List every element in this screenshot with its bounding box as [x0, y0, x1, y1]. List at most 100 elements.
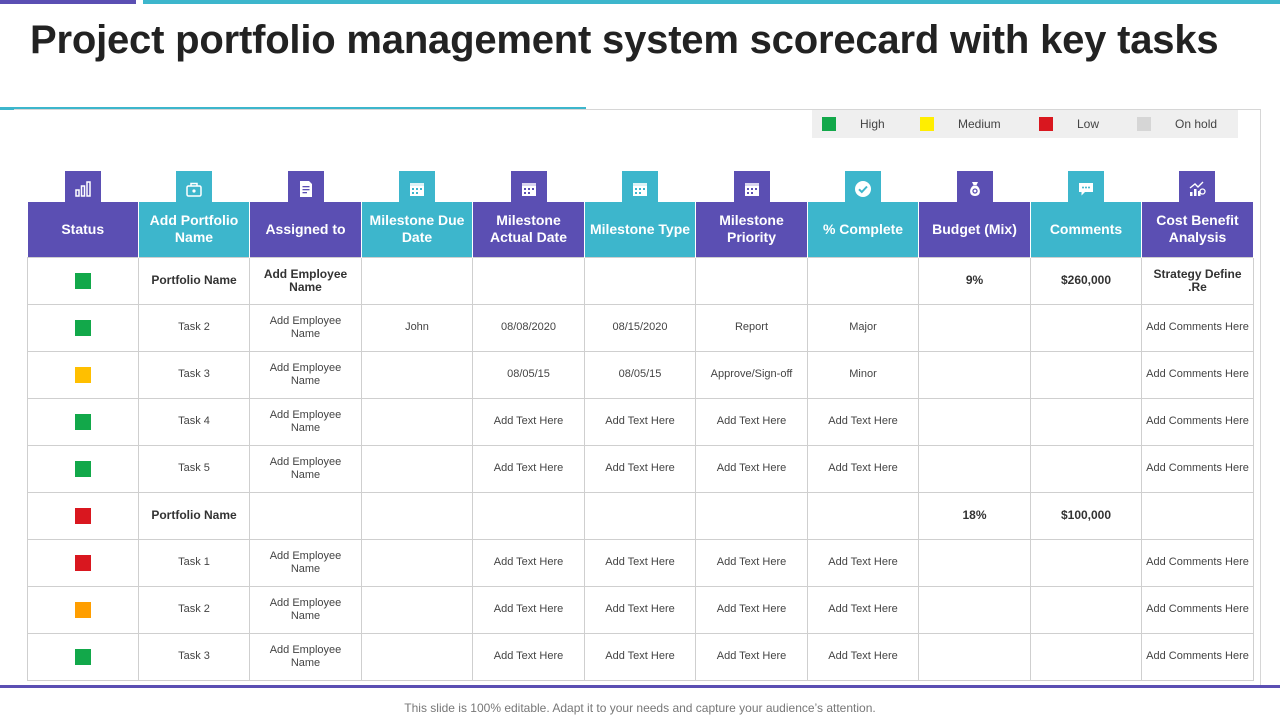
- milestone-priority-cell: Add Text Here: [695, 585, 808, 634]
- legend-swatch-high: [822, 117, 836, 131]
- milestone-priority-cell: [695, 256, 808, 305]
- column-header-percent-complete: % Complete: [807, 202, 919, 257]
- column-header-assigned-to: Assigned to: [249, 202, 362, 257]
- milestone-due-date-cell: [361, 632, 473, 681]
- column-header-portfolio-name: Add Portfolio Name: [138, 202, 250, 257]
- legend-label-on-hold: On hold: [1175, 117, 1218, 131]
- briefcase-icon: [176, 171, 212, 207]
- assigned-to-cell: Add Employee Name: [249, 632, 362, 681]
- comments-cell: [1030, 397, 1142, 446]
- milestone-actual-date-cell: Add Text Here: [472, 444, 585, 493]
- status-cell: [27, 256, 139, 305]
- footer-note: This slide is 100% editable. Adapt it to…: [404, 701, 876, 715]
- column-header-budget: Budget (Mix): [918, 202, 1031, 257]
- status-indicator: [75, 413, 91, 430]
- status-cell: [27, 538, 139, 587]
- portfolio-name-cell: Task 3: [138, 350, 250, 399]
- milestone-due-date-cell: [361, 444, 473, 493]
- percent-complete-cell: Add Text Here: [807, 444, 919, 493]
- calendar-icon: [622, 171, 658, 207]
- milestone-type-cell: [584, 491, 696, 540]
- milestone-actual-date-cell: Add Text Here: [472, 585, 585, 634]
- cost-benefit-cell: Add Comments Here: [1141, 303, 1254, 352]
- milestone-priority-cell: Add Text Here: [695, 397, 808, 446]
- legend-label-low: Low: [1077, 117, 1100, 131]
- calendar-icon: [399, 171, 435, 207]
- status-indicator: [75, 272, 91, 289]
- percent-complete-cell: Add Text Here: [807, 538, 919, 587]
- milestone-actual-date-cell: Add Text Here: [472, 632, 585, 681]
- assigned-to-cell: Add Employee Name: [249, 397, 362, 446]
- portfolio-name-cell: Portfolio Name: [138, 491, 250, 540]
- portfolio-name-cell: Portfolio Name: [138, 256, 250, 305]
- column-header-milestone-actual-date: Milestone Actual Date: [472, 202, 585, 257]
- milestone-priority-cell: Approve/Sign-off: [695, 350, 808, 399]
- percent-complete-cell: Minor: [807, 350, 919, 399]
- milestone-priority-cell: Add Text Here: [695, 444, 808, 493]
- assigned-to-cell: Add Employee Name: [249, 256, 362, 305]
- status-indicator: [75, 460, 91, 477]
- top-accent-bar-purple: [0, 0, 136, 4]
- milestone-actual-date-cell: 08/05/15: [472, 350, 585, 399]
- status-cell: [27, 632, 139, 681]
- status-indicator: [75, 507, 91, 524]
- milestone-type-cell: Add Text Here: [584, 538, 696, 587]
- legend-item-on-hold: On hold: [1137, 110, 1217, 138]
- status-cell: [27, 585, 139, 634]
- milestone-actual-date-cell: 08/08/2020: [472, 303, 585, 352]
- portfolio-name-cell: Task 2: [138, 303, 250, 352]
- status-indicator: [75, 319, 91, 336]
- milestone-type-cell: 08/05/15: [584, 350, 696, 399]
- assigned-to-cell: Add Employee Name: [249, 538, 362, 587]
- milestone-type-cell: Add Text Here: [584, 585, 696, 634]
- assigned-to-cell: Add Employee Name: [249, 585, 362, 634]
- column-header-milestone-type: Milestone Type: [584, 202, 696, 257]
- table-row: Task 3 Add Employee Name 08/05/15 08/05/…: [27, 350, 1254, 399]
- milestone-priority-cell: Add Text Here: [695, 538, 808, 587]
- budget-cell: 18%: [918, 491, 1031, 540]
- column-header-milestone-priority: Milestone Priority: [695, 202, 808, 257]
- cost-benefit-cell: Strategy Define .Re: [1141, 256, 1254, 305]
- milestone-due-date-cell: [361, 397, 473, 446]
- page-title: Project portfolio management system scor…: [30, 18, 1219, 62]
- percent-complete-cell: Add Text Here: [807, 632, 919, 681]
- assigned-to-cell: [249, 491, 362, 540]
- milestone-due-date-cell: [361, 585, 473, 634]
- milestone-type-cell: Add Text Here: [584, 397, 696, 446]
- legend-swatch-medium: [920, 117, 934, 131]
- assigned-to-cell: Add Employee Name: [249, 303, 362, 352]
- milestone-type-cell: 08/15/2020: [584, 303, 696, 352]
- status-indicator: [75, 366, 91, 383]
- legend: High Medium Low On hold: [812, 110, 1238, 138]
- milestone-due-date-cell: [361, 491, 473, 540]
- percent-complete-cell: [807, 491, 919, 540]
- top-accent-bar-teal: [143, 0, 1280, 4]
- milestone-type-cell: Add Text Here: [584, 444, 696, 493]
- budget-cell: [918, 585, 1031, 634]
- percent-complete-cell: Major: [807, 303, 919, 352]
- budget-cell: 9%: [918, 256, 1031, 305]
- legend-item-medium: Medium: [920, 110, 1001, 138]
- milestone-due-date-cell: John: [361, 303, 473, 352]
- milestone-type-cell: [584, 256, 696, 305]
- budget-cell: [918, 303, 1031, 352]
- comments-cell: [1030, 444, 1142, 493]
- portfolio-name-cell: Task 5: [138, 444, 250, 493]
- status-cell: [27, 350, 139, 399]
- assigned-to-cell: Add Employee Name: [249, 350, 362, 399]
- legend-label-medium: Medium: [958, 117, 1001, 131]
- portfolio-name-cell: Task 3: [138, 632, 250, 681]
- assigned-to-cell: Add Employee Name: [249, 444, 362, 493]
- column-header-comments: Comments: [1030, 202, 1142, 257]
- comments-cell: [1030, 350, 1142, 399]
- milestone-actual-date-cell: [472, 256, 585, 305]
- milestone-priority-cell: Report: [695, 303, 808, 352]
- table-row: Portfolio Name Add Employee Name 9% $260…: [27, 256, 1254, 305]
- comments-cell: $260,000: [1030, 256, 1142, 305]
- comments-cell: [1030, 303, 1142, 352]
- calendar-icon: [511, 171, 547, 207]
- cost-benefit-cell: Add Comments Here: [1141, 538, 1254, 587]
- table-header-row: Status Add Portfolio Name Assigned to Mi…: [27, 202, 1254, 257]
- column-header-milestone-due-date: Milestone Due Date: [361, 202, 473, 257]
- money-bag-icon: [957, 171, 993, 207]
